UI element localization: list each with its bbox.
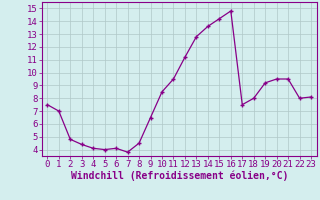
X-axis label: Windchill (Refroidissement éolien,°C): Windchill (Refroidissement éolien,°C): [70, 171, 288, 181]
